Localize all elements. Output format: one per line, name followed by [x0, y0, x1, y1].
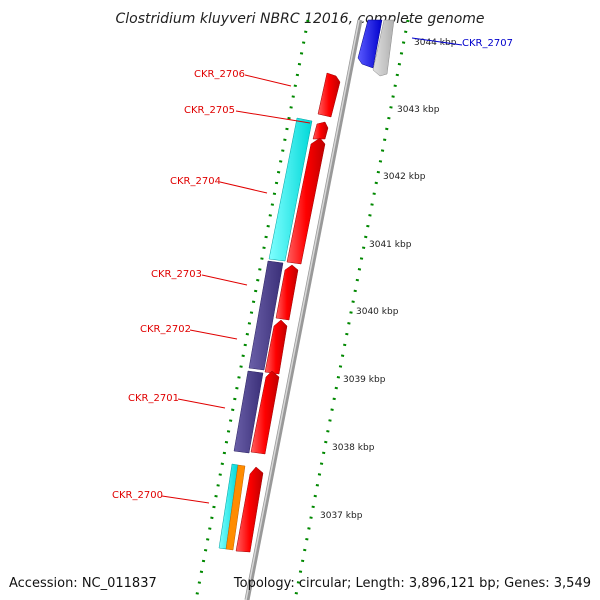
cds-arrow-ckr-2700 [235, 466, 264, 553]
leader-line [189, 329, 238, 340]
cog-block-cyan-2704 [268, 117, 313, 262]
kbp-tick-label: 3038 kbp [332, 443, 375, 453]
gene-label-ckr-2705[interactable]: CKR_2705 [184, 105, 235, 116]
kbp-tick-label: 3042 kbp [383, 172, 426, 182]
cds-arrow-ckr-2707 [357, 19, 383, 69]
kbp-tick-label: 3043 kbp [397, 105, 440, 115]
leader-line [177, 398, 226, 409]
cds-arrow-ckr-2705 [312, 121, 329, 140]
kbp-tick-label: 3039 kbp [343, 375, 386, 385]
accession-label: Accession: NC_011837 [9, 576, 157, 591]
cds-arrow-ckr-2703 [275, 264, 299, 321]
leader-line [411, 37, 463, 46]
cds-arrow-ckr-2704 [286, 137, 326, 265]
feature-grey [372, 19, 395, 77]
gene-label-ckr-2702[interactable]: CKR_2702 [140, 324, 191, 335]
leader-line [161, 495, 210, 504]
gene-label-ckr-2701[interactable]: CKR_2701 [128, 393, 179, 404]
leader-line [219, 181, 268, 194]
gene-labels: CKR_2707 CKR_2706 CKR_2705 CKR_2704 CKR_… [112, 37, 513, 504]
cds-arrow-ckr-2701 [250, 370, 280, 455]
kbp-tick-labels: 3044 kbp 3043 kbp 3042 kbp 3041 kbp 3040… [320, 38, 457, 521]
cog-track [218, 117, 313, 551]
kbp-tick-label: 3044 kbp [414, 38, 457, 48]
gene-label-ckr-2700[interactable]: CKR_2700 [112, 490, 163, 501]
leader-line [244, 74, 292, 87]
topology-label: Topology: circular; Length: 3,896,121 bp… [233, 576, 591, 591]
cog-block-purple-2701 [233, 370, 264, 454]
cog-block-purple-2703 [248, 260, 284, 371]
gene-label-ckr-2706[interactable]: CKR_2706 [194, 69, 245, 80]
leader-line [235, 110, 311, 124]
kbp-tick-label: 3037 kbp [320, 511, 363, 521]
genome-backbone [244, 19, 363, 600]
gene-label-ckr-2704[interactable]: CKR_2704 [170, 176, 221, 187]
cds-arrow-ckr-2702 [264, 319, 288, 375]
cds-arrow-ckr-2706 [317, 72, 341, 118]
forward-cds-track [235, 72, 341, 553]
map-title: Clostridium kluyveri NBRC 12016, complet… [115, 11, 484, 27]
kbp-tick-label: 3041 kbp [369, 240, 412, 250]
leader-line [201, 274, 248, 286]
gene-label-ckr-2703[interactable]: CKR_2703 [151, 269, 202, 280]
cog-block-orange-2700 [225, 464, 246, 551]
reverse-cds-track [357, 19, 395, 77]
gene-label-ckr-2707[interactable]: CKR_2707 [462, 38, 513, 49]
genome-backbone-highlight [245, 19, 360, 600]
kbp-tick-label: 3040 kbp [356, 307, 399, 317]
